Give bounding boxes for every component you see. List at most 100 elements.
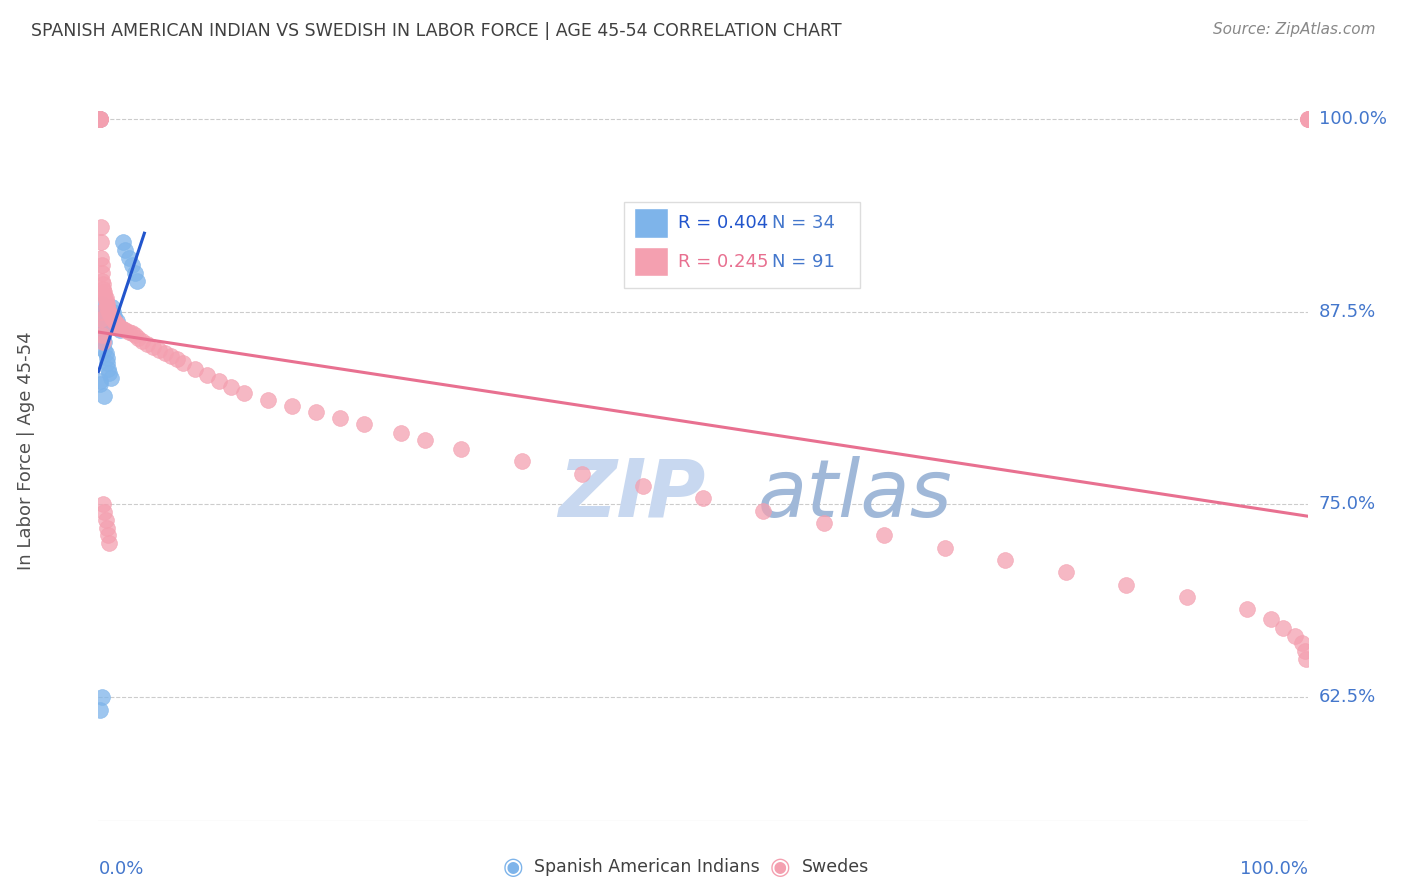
Point <box>94 293 117 308</box>
Point <box>105 317 128 331</box>
Point <box>90 312 112 326</box>
Point <box>91 325 114 339</box>
Point <box>1296 112 1319 126</box>
Point <box>93 505 115 519</box>
Point <box>89 112 111 126</box>
Text: ZIP: ZIP <box>558 456 706 534</box>
Point <box>142 340 165 354</box>
Point <box>813 516 835 530</box>
Point <box>1294 644 1316 658</box>
Point <box>124 327 146 342</box>
Point <box>93 287 115 301</box>
Point <box>121 326 143 341</box>
Point <box>91 277 114 291</box>
Point <box>89 112 111 126</box>
FancyBboxPatch shape <box>624 202 860 287</box>
Point <box>131 334 153 348</box>
Text: atlas: atlas <box>758 456 952 534</box>
Point <box>105 314 128 328</box>
Point <box>510 454 533 468</box>
Point <box>221 380 243 394</box>
Text: ◉: ◉ <box>770 855 790 879</box>
Text: R = 0.404: R = 0.404 <box>678 214 768 232</box>
Point <box>101 312 124 326</box>
Point <box>103 310 125 324</box>
Text: 100.0%: 100.0% <box>1319 110 1386 128</box>
Point <box>208 374 231 388</box>
Point <box>93 343 115 358</box>
Point <box>389 426 412 441</box>
Point <box>108 320 131 334</box>
Point <box>108 323 131 337</box>
Point <box>94 346 117 360</box>
Point <box>100 310 122 324</box>
Point <box>89 112 111 126</box>
Point <box>994 553 1017 567</box>
Point <box>873 528 896 542</box>
Point <box>96 355 118 369</box>
Text: 62.5%: 62.5% <box>1319 689 1376 706</box>
Point <box>94 513 117 527</box>
Point <box>90 304 112 318</box>
Point <box>118 325 141 339</box>
Point <box>184 361 207 376</box>
Point <box>121 258 143 272</box>
Point <box>91 258 114 272</box>
Point <box>1295 651 1317 665</box>
Point <box>127 274 149 288</box>
Point <box>91 327 114 342</box>
Point <box>96 297 118 311</box>
Point <box>100 308 122 322</box>
Point <box>96 351 118 365</box>
Text: 75.0%: 75.0% <box>1319 495 1376 514</box>
Point <box>135 337 157 351</box>
Point <box>89 112 111 126</box>
Point <box>91 690 114 705</box>
Point <box>93 389 115 403</box>
Point <box>1175 590 1198 604</box>
Point <box>281 399 304 413</box>
Point <box>91 498 114 512</box>
Point <box>692 491 714 506</box>
Point <box>91 320 114 334</box>
Point <box>107 318 129 333</box>
Point <box>89 702 111 716</box>
Point <box>89 112 111 126</box>
Point <box>166 352 188 367</box>
Point <box>114 243 136 257</box>
Point <box>631 479 654 493</box>
Point <box>104 315 127 329</box>
Point <box>90 219 112 234</box>
Point <box>103 314 125 328</box>
Point <box>94 291 117 305</box>
Point <box>90 304 112 318</box>
Point <box>91 335 114 350</box>
Point <box>111 321 134 335</box>
Point <box>89 112 111 126</box>
Text: N = 91: N = 91 <box>772 252 835 270</box>
Point <box>97 528 120 542</box>
Point <box>90 312 112 326</box>
Point <box>232 386 254 401</box>
Point <box>160 350 183 364</box>
Point <box>329 411 352 425</box>
Point <box>98 367 121 381</box>
Point <box>90 251 112 265</box>
Text: 0.0%: 0.0% <box>98 860 143 878</box>
Point <box>91 281 114 295</box>
Point <box>93 285 115 299</box>
Point <box>1260 611 1282 625</box>
Point <box>90 297 112 311</box>
Text: N = 34: N = 34 <box>772 214 835 232</box>
Point <box>89 112 111 126</box>
Text: 100.0%: 100.0% <box>1240 860 1308 878</box>
Point <box>91 315 114 329</box>
Point <box>107 318 129 333</box>
Point <box>124 266 146 280</box>
Text: In Labor Force | Age 45-54: In Labor Force | Age 45-54 <box>17 331 35 570</box>
Point <box>934 541 956 555</box>
Point <box>100 300 122 314</box>
Point <box>90 235 112 250</box>
Text: 87.5%: 87.5% <box>1319 302 1376 320</box>
Point <box>100 371 122 385</box>
